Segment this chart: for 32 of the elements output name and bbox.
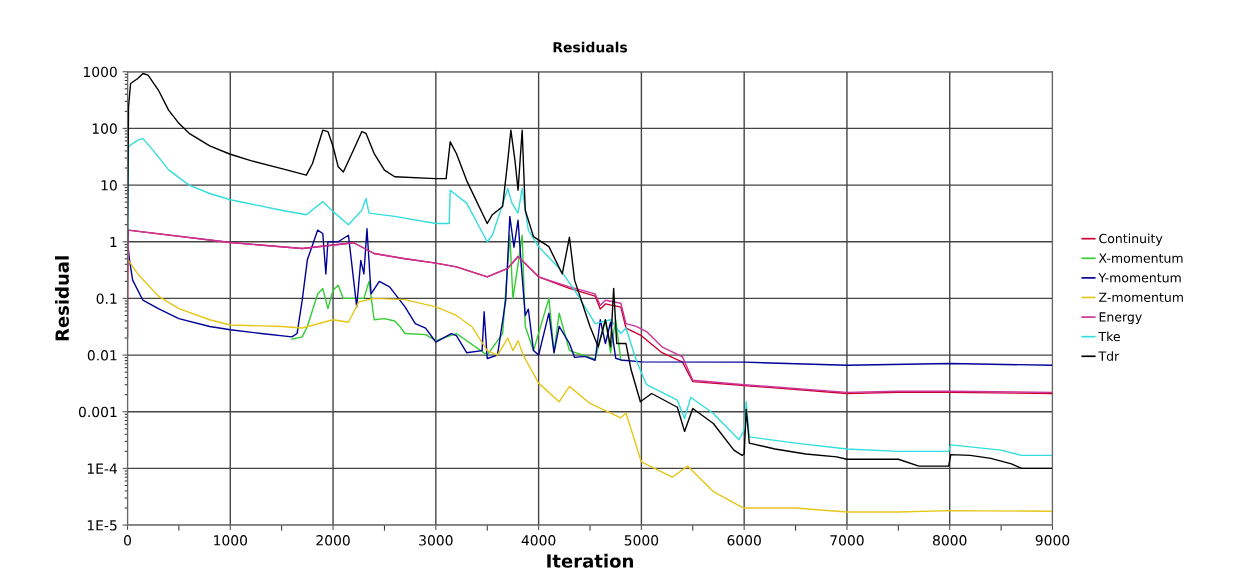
legend-label: X-momentum <box>1098 253 1183 263</box>
x-tick-label: 5000 <box>624 535 659 546</box>
legend-label: Energy <box>1099 312 1142 325</box>
line-series <box>291 234 622 361</box>
x-tick-label: 9000 <box>1035 535 1070 546</box>
legend-label: Tke <box>1098 331 1120 342</box>
x-tick-label: 4000 <box>521 535 556 546</box>
x-tick-label: 7000 <box>830 535 864 546</box>
y-tick-label: 10 <box>101 180 117 191</box>
y-tick-label: 0.001 <box>78 406 117 418</box>
legend-label: Z-momentum <box>1099 292 1183 303</box>
x-tick-label: 2000 <box>316 535 350 546</box>
y-tick-label: 1 <box>110 236 117 248</box>
legend-label: Continuity <box>1099 233 1163 246</box>
x-tick-label: 8000 <box>932 535 967 546</box>
line-series <box>127 137 1053 457</box>
y-tick-label: 0.1 <box>96 293 117 304</box>
y-tick-label: 100 <box>92 123 117 134</box>
y-tick-label: 1000 <box>83 66 117 78</box>
x-tick-label: 6000 <box>727 535 761 546</box>
y-axis-title: Residual <box>54 256 69 341</box>
x-axis-title: Iteration <box>547 553 633 568</box>
chart-title: Residuals <box>553 41 628 53</box>
legend-label: Tdr <box>1098 351 1120 361</box>
x-tick-label: 1000 <box>214 535 248 546</box>
x-tick-label: 0 <box>124 535 131 546</box>
line-series <box>127 215 1053 366</box>
legend-label: Y-momentum <box>1098 273 1181 283</box>
y-tick-label: 0.01 <box>87 350 117 361</box>
y-tick-label: 1E-4 <box>87 463 117 474</box>
x-tick-label: 3000 <box>419 535 453 546</box>
y-tick-label: 1E-5 <box>87 520 117 531</box>
